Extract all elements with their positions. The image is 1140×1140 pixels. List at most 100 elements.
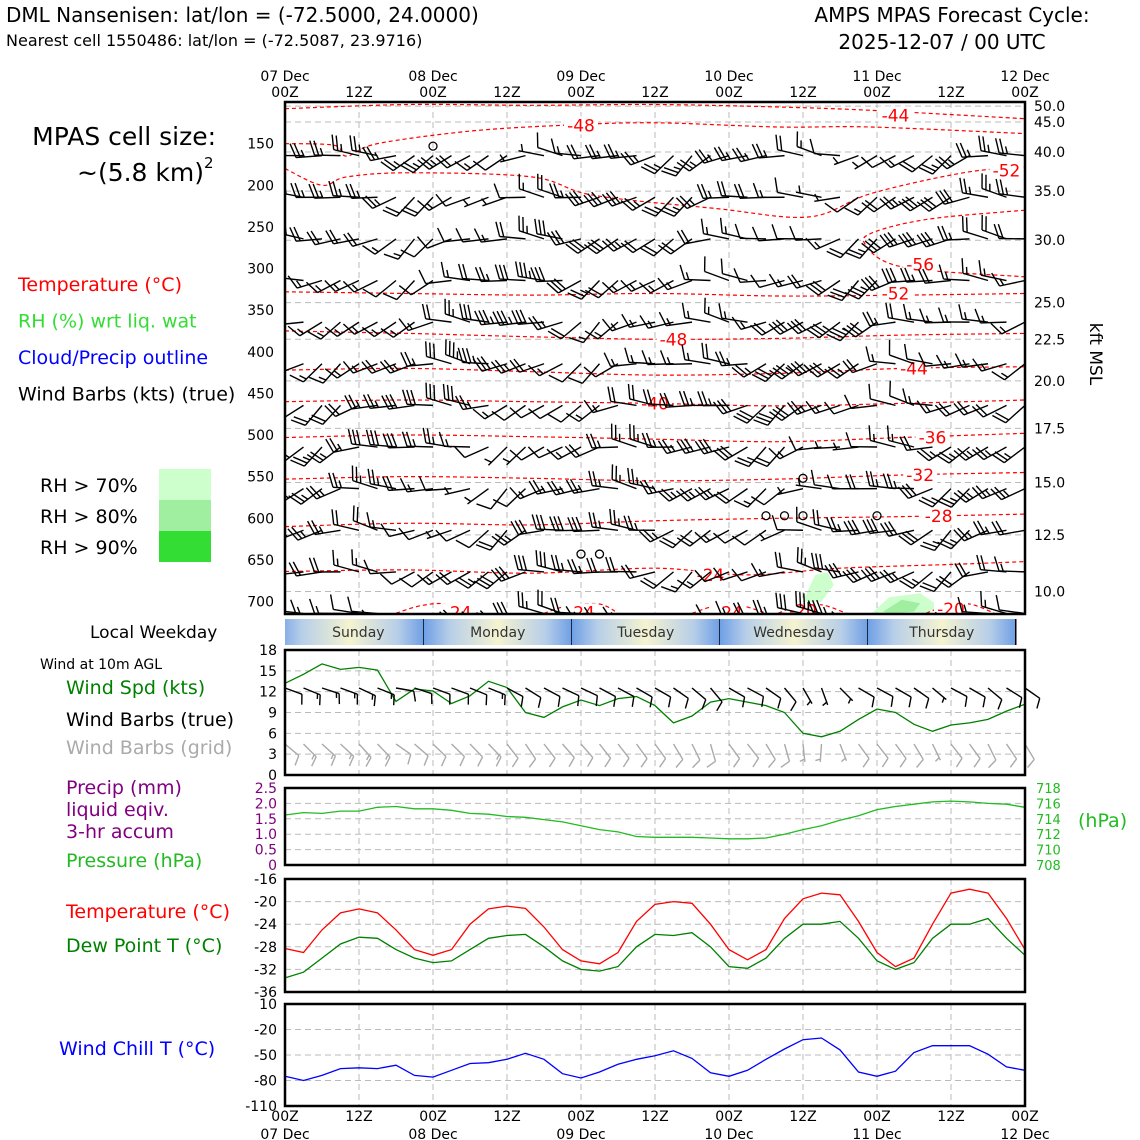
y-tick-label: 2.5 <box>255 781 277 797</box>
bottom-hour-label: 00Z <box>567 1109 594 1125</box>
top-hour-label: 00Z <box>419 85 446 101</box>
barb-half <box>967 267 968 275</box>
barb-full <box>797 547 798 562</box>
precip-legend-entry: 3-hr accum <box>66 821 174 843</box>
weekday-name: Wednesday <box>753 625 834 641</box>
legend-entry: Cloud/Precip outline <box>18 347 208 369</box>
rh-legend-label: RH > 90% <box>40 537 138 559</box>
pressure-tick-label: 250 <box>247 220 274 236</box>
barb-full <box>518 591 519 606</box>
barb-half <box>337 559 338 567</box>
top-hour-label: 00Z <box>567 85 594 101</box>
top-date-label: 08 Dec <box>408 69 457 85</box>
forecast-cycle-title: AMPS MPAS Forecast Cycle: <box>814 3 1089 27</box>
top-date-label: 10 Dec <box>704 69 753 85</box>
pressure-tick-label: 150 <box>247 137 274 153</box>
bottom-hour-label: 00Z <box>271 1109 298 1125</box>
pressure-tick-label: 710 <box>1036 844 1061 859</box>
y-tick-label: -80 <box>254 1074 277 1090</box>
pressure-tick-label: 700 <box>247 595 274 611</box>
barb-staff <box>777 530 803 531</box>
barb-half <box>725 226 726 234</box>
nearest-cell-info: Nearest cell 1550486: lat/lon = (-72.508… <box>6 31 422 50</box>
pressure-tick-label: 716 <box>1036 797 1061 812</box>
y-tick-label: -20 <box>254 895 277 911</box>
height-tick-label: 15.0 <box>1034 475 1065 491</box>
bottom-date-label: 11 Dec <box>852 1127 901 1140</box>
temperature-contour-label: -32 <box>906 466 934 486</box>
rh-legend: RH > 70%RH > 80%RH > 90% <box>40 469 211 562</box>
temperature-contour-label: -52 <box>882 284 910 304</box>
barb-half <box>874 434 875 442</box>
height-tick-label: 25.0 <box>1034 296 1065 312</box>
y-tick-label: 0.5 <box>255 843 277 859</box>
weekday-name: Sunday <box>332 625 384 641</box>
rh-legend-swatch <box>159 500 211 531</box>
rh-legend-label: RH > 80% <box>40 506 138 528</box>
top-hour-label: 00Z <box>271 85 298 101</box>
precip-legend-entry: Pressure (hPa) <box>66 850 202 872</box>
barb-full <box>426 341 427 356</box>
height-tick-label: 45.0 <box>1034 115 1065 131</box>
barb-full <box>981 591 982 606</box>
y-tick-label: 1.5 <box>255 812 277 828</box>
top-date-label: 09 Dec <box>556 69 605 85</box>
y-tick-label: -20 <box>254 1023 277 1039</box>
temperature-contour-label: -52 <box>993 161 1021 181</box>
pressure-tick-label: 650 <box>247 553 274 569</box>
cell-size-number: ~(5.8 km) <box>77 158 204 187</box>
windchill-legend-label: Wind Chill T (°C) <box>59 1038 215 1060</box>
barb-full <box>890 381 891 396</box>
pressure-tick-label: 200 <box>247 178 274 194</box>
top-hour-label: 12Z <box>789 85 816 101</box>
pressure-tick-label: 350 <box>247 303 274 319</box>
y-tick-label: -28 <box>254 940 277 956</box>
bottom-hour-label: 12Z <box>345 1109 372 1125</box>
cell-size-superscript: 2 <box>204 154 214 172</box>
bottom-hour-label: 00Z <box>1011 1109 1038 1125</box>
weekday-name: Tuesday <box>616 625 674 641</box>
wind-legend-entry: Wind Spd (kts) <box>66 677 205 699</box>
temp-legend-entry: Temperature (°C) <box>65 901 230 923</box>
height-tick-label: 40.0 <box>1034 145 1065 161</box>
top-hour-label: 00Z <box>863 85 890 101</box>
weekday-inner: Sunday Monday Tuesday Wednesday Thursday <box>276 619 1016 645</box>
pressure-tick-label: 550 <box>247 470 274 486</box>
pressure-tick-label: 500 <box>247 428 274 444</box>
height-tick-label: 10.0 <box>1034 585 1065 601</box>
height-tick-label: 50.0 <box>1034 99 1065 115</box>
y-tick-label: -16 <box>254 872 277 888</box>
height-tick-label: 12.5 <box>1034 528 1065 544</box>
top-date-label: 07 Dec <box>260 69 309 85</box>
station-title: DML Nansenisen: lat/lon = (-72.5000, 24.… <box>6 3 479 27</box>
pressure-tick-label: 600 <box>247 511 274 527</box>
precip-legend-entry: Precip (mm) <box>66 777 182 799</box>
weekday-name: Thursday <box>908 625 974 641</box>
barb-full <box>963 216 964 231</box>
bottom-date-label: 08 Dec <box>408 1127 457 1140</box>
barb-full <box>522 592 523 607</box>
barb-full <box>801 549 802 564</box>
height-tick-label: 30.0 <box>1034 233 1065 249</box>
y-tick-label: 12 <box>259 685 277 701</box>
rh-legend-swatch <box>159 531 211 562</box>
weekday-bar: Sunday Monday Tuesday Wednesday Thursday <box>276 619 1016 645</box>
legend-entry: Wind Barbs (kts) (true) <box>18 384 235 406</box>
pressure-tick-label: 400 <box>247 345 274 361</box>
y-tick-label: -24 <box>254 917 277 933</box>
pressure-tick-label: 708 <box>1036 859 1061 874</box>
top-hour-label: 12Z <box>937 85 964 101</box>
barb-full <box>430 343 431 358</box>
precip-legend-entry: liquid eqiv. <box>66 799 169 821</box>
temp-legend-entry: Dew Point T (°C) <box>66 935 222 957</box>
forecast-cycle-time: 2025-12-07 / 00 UTC <box>838 30 1045 54</box>
bottom-date-label: 10 Dec <box>704 1127 753 1140</box>
barb-full <box>796 591 797 606</box>
barb-full <box>804 593 805 608</box>
barb-full <box>430 384 431 399</box>
barb-full <box>967 217 968 232</box>
barb-full <box>426 383 427 398</box>
y-tick-label: 18 <box>259 643 277 659</box>
barb-full <box>800 592 801 607</box>
height-axis-label: kft MSL <box>1085 323 1105 386</box>
